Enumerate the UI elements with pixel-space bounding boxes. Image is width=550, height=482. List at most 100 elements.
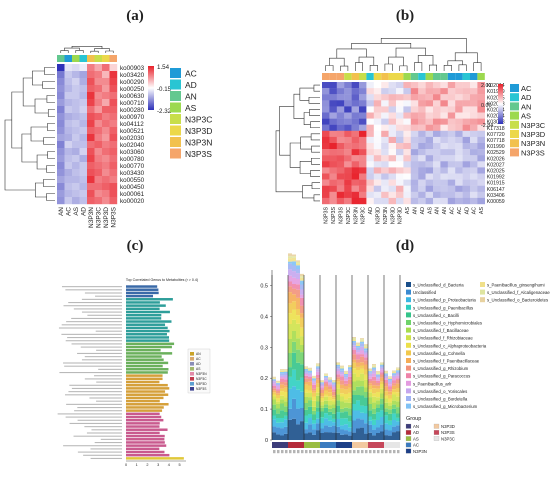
legend-label: N3P3C <box>196 377 207 381</box>
bar-label-text <box>66 321 122 323</box>
group-legend-label: N3P3D <box>441 424 455 429</box>
heatmap-cell <box>87 176 95 184</box>
heatmap-cell <box>109 162 118 170</box>
bar-label-text <box>87 314 122 316</box>
bar-label-text <box>65 289 122 291</box>
group-legend-swatch <box>405 442 412 448</box>
heatmap-cell <box>396 94 404 101</box>
sample-label-text <box>377 450 380 454</box>
bar-label-text <box>64 365 122 367</box>
legend-label: AC <box>196 357 201 361</box>
bar <box>126 288 159 291</box>
heatmap-cell <box>455 161 463 168</box>
col-dendrogram-branch <box>399 65 408 71</box>
column-label: N3P3N <box>383 207 389 224</box>
col-dendrogram-branch <box>417 55 434 66</box>
heatmap-cell <box>433 197 441 205</box>
sample-label-text <box>373 450 376 454</box>
sample-label-text <box>293 450 296 454</box>
bar <box>126 307 160 311</box>
heatmap-cell <box>64 99 73 107</box>
heatmap-cell <box>440 143 448 150</box>
row-label: ko04112 <box>120 121 144 128</box>
group-strip-cell <box>381 73 389 80</box>
heatmap-cell <box>462 118 471 125</box>
heatmap-cell <box>72 92 80 100</box>
bar-label-text <box>84 292 122 294</box>
heatmap-cell <box>455 82 463 89</box>
heatmap-cell <box>477 191 485 199</box>
heatmap-cell <box>418 112 426 119</box>
heatmap-cell <box>388 191 397 199</box>
heatmap-cell <box>381 179 389 186</box>
heatmap-cell <box>425 94 434 101</box>
heatmap-cell <box>344 100 352 107</box>
heatmap-cell <box>433 112 441 119</box>
legend-label: AS <box>196 367 201 371</box>
heatmap-cell <box>351 173 360 180</box>
heatmap-cell <box>351 130 360 138</box>
heatmap-cell <box>329 191 337 199</box>
heatmap-cell <box>477 100 485 107</box>
heatmap-cell <box>359 124 367 131</box>
legend-swatch <box>406 297 411 303</box>
heatmap-cell <box>102 120 110 128</box>
group-strip-cell <box>396 73 404 80</box>
bar <box>126 396 164 400</box>
col-dendrogram-branch <box>90 50 99 53</box>
heatmap-cell <box>462 130 471 138</box>
heatmap-cell <box>57 106 65 114</box>
heatmap-cell <box>109 92 118 100</box>
legend-swatch <box>510 102 519 111</box>
row-label: K02014 <box>487 83 505 89</box>
row-label: K06147 <box>487 187 505 193</box>
heatmap-cell <box>102 134 110 142</box>
column-label: N3P3N <box>353 207 359 224</box>
x-tick-label: 4 <box>168 463 170 467</box>
heatmap-cell <box>351 124 360 131</box>
heatmap-cell <box>410 88 419 95</box>
bar <box>126 422 160 425</box>
bar-label-text <box>89 397 122 399</box>
heatmap-cell <box>418 167 426 174</box>
heatmap-cell <box>359 185 367 192</box>
heatmap-cell <box>322 185 330 192</box>
group-legend-label: N3P3S <box>441 430 455 435</box>
group-strip-cell <box>79 55 87 62</box>
heatmap-cell <box>336 106 345 113</box>
heatmap-cell <box>102 176 110 184</box>
row-dendrogram-branch <box>36 154 48 170</box>
col-dendrogram-branch <box>358 56 375 66</box>
heatmap-cell <box>425 106 434 113</box>
group-strip-cell <box>373 73 382 80</box>
heatmap-cell <box>373 161 382 168</box>
bar-label-text <box>77 451 122 453</box>
row-label: ko00280 <box>120 107 145 114</box>
column-label: N3P3D <box>390 207 396 224</box>
heatmap-cell <box>109 106 118 114</box>
heatmap-cell <box>344 149 352 156</box>
heatmap-cell <box>87 71 95 79</box>
heatmap-cell <box>322 100 330 107</box>
heatmap-cell <box>477 167 485 174</box>
heatmap-cell <box>329 179 337 186</box>
heatmap-cell <box>72 148 80 156</box>
heatmap-cell <box>94 162 103 170</box>
heatmap-cell <box>447 106 456 113</box>
heatmap-cell <box>447 88 456 95</box>
heatmap-cell <box>359 191 367 199</box>
col-dendrogram-branch <box>384 63 393 71</box>
heatmap-cell <box>359 155 367 162</box>
legend-swatch <box>480 289 485 295</box>
heatmap-cell <box>351 185 360 192</box>
legend-swatch <box>406 320 411 325</box>
heatmap-cell <box>336 185 345 192</box>
heatmap-cell <box>329 143 337 150</box>
heatmap-cell <box>381 136 389 144</box>
heatmap-cell <box>373 197 382 205</box>
legend-swatch <box>510 111 519 120</box>
group-legend-label: AN <box>413 424 419 429</box>
heatmap-cell <box>359 106 367 113</box>
heatmap-cell <box>79 113 88 121</box>
heatmap-cell <box>79 64 88 72</box>
